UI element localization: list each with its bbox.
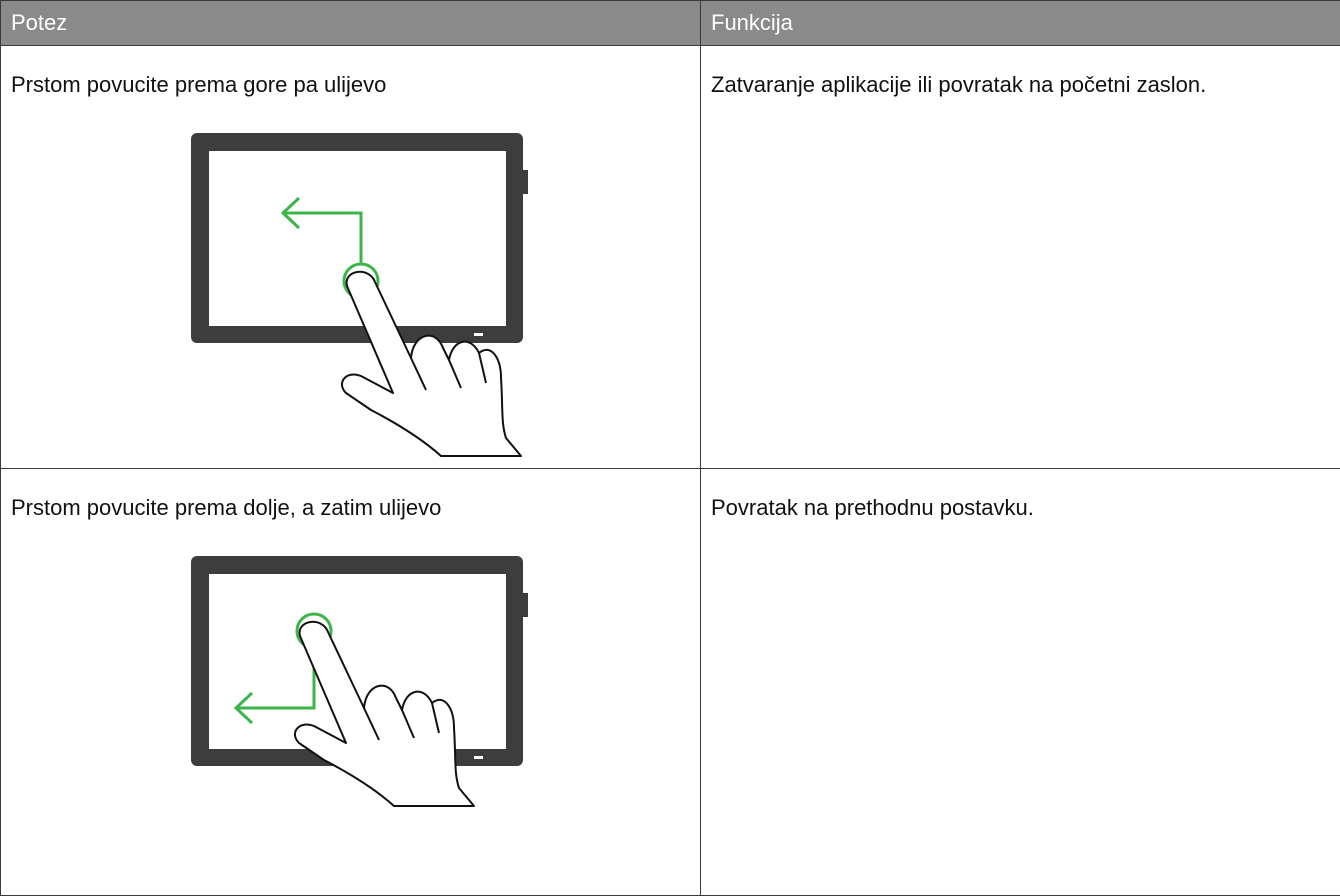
row: Prstom povucite prema dolje, a zatim uli…	[1, 469, 1340, 896]
cell: Zatvaranje aplikacije ili povratak na po…	[701, 46, 1340, 469]
function-text: Zatvaranje aplikacije ili povratak na po…	[711, 72, 1330, 98]
header-cell: Funkcija	[701, 1, 1340, 46]
row: Prstom povucite prema gore pa ulijevo	[1, 46, 1340, 469]
cell: Prstom povucite prema dolje, a zatim uli…	[1, 469, 701, 896]
cell: Povratak na prethodnu postavku.	[701, 469, 1340, 896]
function-text: Povratak na prethodnu postavku.	[711, 495, 1330, 521]
header-cell: Potez	[1, 1, 701, 46]
cell: Prstom povucite prema gore pa ulijevo	[1, 46, 701, 469]
page: Potez Funkcija Prstom povucite prema gor…	[0, 0, 1340, 859]
header-row: Potez Funkcija	[1, 1, 1340, 46]
gesture-text: Prstom povucite prema gore pa ulijevo	[11, 72, 690, 98]
gesture-illustration	[11, 521, 691, 891]
gesture-text: Prstom povucite prema dolje, a zatim uli…	[11, 495, 690, 521]
gesture-illustration	[11, 98, 691, 468]
